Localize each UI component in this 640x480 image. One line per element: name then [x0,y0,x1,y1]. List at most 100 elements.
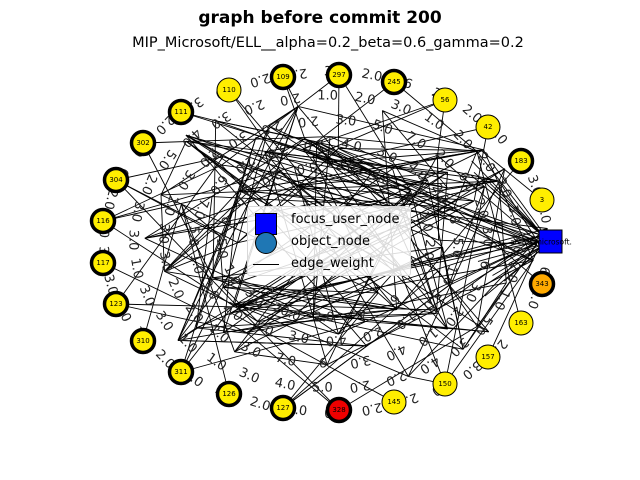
edge [223,309,397,334]
edge [448,186,485,286]
edge [239,106,299,192]
edge-weight-label: 2.0 [303,136,325,153]
object-node: 245 [380,68,408,96]
node-label: 126 [222,390,236,398]
node-label: 56 [441,96,450,104]
edge-weight-label: 3.0 [295,158,318,176]
node-label: 302 [136,139,149,147]
object-node: 116 [89,207,117,235]
edge-weight-label: 4.0 [273,375,296,394]
edge [144,138,305,239]
edge-weight-label: 5.0 [185,225,201,246]
edge-weight-label: 2.0 [420,239,437,261]
object-node: 183 [507,147,535,175]
node-label: 123 [109,300,122,308]
legend-label-object: object_node [291,234,371,249]
edge [180,320,366,373]
edge [234,303,448,330]
edge [436,309,448,330]
edge [211,196,394,207]
edge [333,149,484,163]
focus-user-node-label: aferl@microsoft. [510,238,572,247]
node-label: 304 [109,176,123,184]
edge [338,241,539,335]
object-node: 127 [269,394,297,422]
node-circle [325,61,353,89]
node-label: 111 [174,108,187,116]
edge [316,141,373,172]
legend-label-focus: focus_user_node [291,212,400,227]
edge [177,316,314,341]
node-circle [380,68,408,96]
edge [366,241,539,347]
edge-weight-label: 2.0 [279,89,302,107]
node-label: 116 [96,217,110,225]
edge-weight-label: 3.0 [388,97,413,119]
edge [448,285,478,327]
edge [476,151,543,236]
edge [160,194,165,272]
edge [164,191,239,272]
focus-user-node [538,229,563,254]
edge [407,168,506,377]
node-label: 3 [540,196,544,204]
edge [480,150,543,201]
edge [234,303,437,311]
node-circle [129,129,157,157]
edge [234,351,328,366]
edge [302,148,485,188]
node-circle [129,327,157,355]
node-circle [432,371,458,397]
edge-weight-label: 5.0 [155,146,179,172]
legend-label-edge: edge_weight [291,256,374,271]
node-circle [528,270,556,298]
node-circle [325,396,353,424]
edge [302,99,446,150]
node-label: 150 [438,380,451,388]
circle-marker-icon [255,232,277,254]
edge-weight-label: 2.0 [360,323,385,344]
node-circle [102,166,130,194]
edge-weight-label: 2.0 [100,187,120,211]
object-node: 310 [129,327,157,355]
object-node: 150 [432,371,458,397]
node-circle [167,358,195,386]
node-circle [89,207,117,235]
node-label: 127 [276,404,289,412]
node-circle [89,249,117,277]
edge-weight-label: 3.0 [287,329,310,348]
edge [483,149,534,261]
edge [115,156,224,181]
edge [264,151,448,173]
edge [212,120,217,278]
edge [180,203,230,395]
edge-weight-label: 2.0 [259,116,283,137]
edge-weight-label: 1.0 [203,350,229,374]
edge-weight-label: 1.0 [421,110,447,134]
edge-weight-label: 3.0 [509,234,524,255]
edge [338,148,455,209]
node-layer: 109 297 245 56 42 183 3 343 163 157 150 145 328 127 12… [89,61,556,424]
edge [115,156,224,305]
edge-weight-label: 3.0 [136,284,158,309]
edge [313,309,397,318]
object-node: 145 [381,389,407,415]
edge-weight-label: 1.0 [490,287,512,312]
edge-weight-label: 2.0 [164,276,186,301]
edge [304,138,394,207]
object-node: 343 [528,270,556,298]
edge [246,332,340,411]
node-label: 42 [484,123,493,131]
edge [177,126,270,341]
node-label: 297 [332,71,345,79]
edge-weight-label: 2.0 [360,399,383,418]
edge-weight-label: 2.0 [248,394,272,414]
node-label: 343 [535,280,548,288]
edge-weight-label: 3.0 [335,112,357,129]
edge [282,292,379,409]
edge [215,120,543,236]
edge [372,170,448,189]
object-node: 3 [529,187,555,213]
edge-weight-label: 1.0 [251,317,276,340]
object-node: 311 [167,358,195,386]
